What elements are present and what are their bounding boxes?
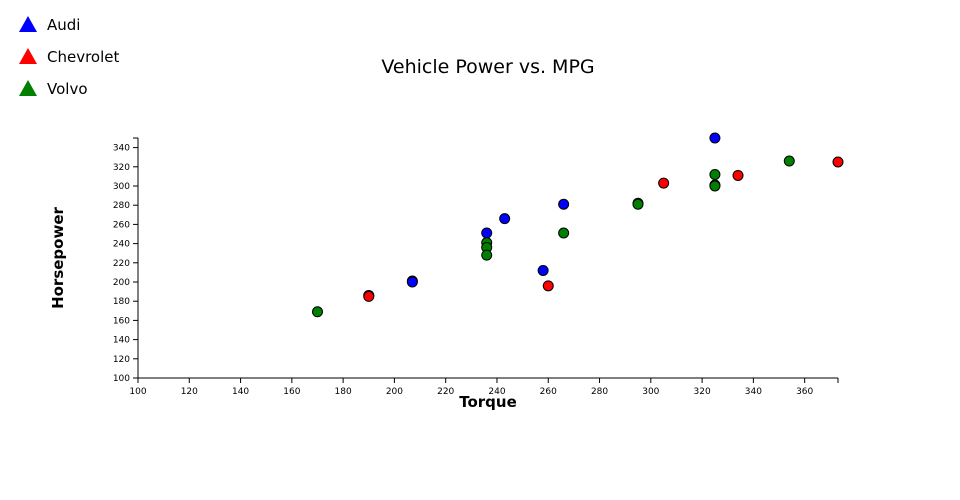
- data-point: [709, 168, 721, 180]
- x-tick-label: 320: [694, 387, 711, 397]
- y-tick-label: 240: [113, 240, 130, 250]
- y-tick-label: 320: [113, 163, 130, 173]
- legend-item: Chevrolet: [19, 48, 119, 66]
- data-point: [709, 180, 721, 192]
- data-point: [658, 177, 670, 189]
- legend-triangle-icon: [19, 80, 37, 96]
- x-tick-label: 200: [386, 387, 403, 397]
- x-tick-label: 120: [181, 387, 198, 397]
- y-tick-label: 180: [113, 297, 130, 307]
- y-axis-ticks: 100 120 140 160 180 200 220 240 260 280 300 320 340: [113, 137, 138, 384]
- y-tick-label: 100: [113, 374, 130, 384]
- data-point: [632, 198, 644, 210]
- data-point: [406, 276, 418, 288]
- x-axis-title: Torque: [459, 393, 517, 411]
- data-point: [311, 306, 323, 318]
- x-tick-label: 140: [232, 387, 249, 397]
- x-tick-label: 100: [129, 387, 146, 397]
- x-tick-label: 260: [540, 387, 557, 397]
- data-point: [709, 132, 721, 144]
- x-tick-label: 280: [591, 387, 608, 397]
- legend-label: Audi: [47, 16, 80, 34]
- data-point: [363, 290, 375, 302]
- legend-triangle-icon: [19, 48, 37, 64]
- x-tick-label: 340: [745, 387, 762, 397]
- legend-label: Chevrolet: [47, 48, 119, 66]
- axes: 100 120 140 160 180 200 220 240 260 280 300 320 340 3…: [113, 137, 839, 397]
- x-tick-label: 160: [283, 387, 300, 397]
- y-tick-label: 120: [113, 355, 130, 365]
- x-axis-ticks: 100 120 140 160 180 200 220 240 260 280 300 320 340 3…: [129, 378, 839, 397]
- y-tick-label: 160: [113, 316, 130, 326]
- x-tick-label: 300: [642, 387, 659, 397]
- data-point: [558, 227, 570, 239]
- legend: Audi Chevrolet Volvo: [19, 16, 119, 98]
- data-point: [481, 249, 493, 261]
- y-tick-label: 140: [113, 336, 130, 346]
- legend-item: Volvo: [19, 80, 88, 98]
- data-point: [499, 213, 511, 225]
- y-tick-label: 260: [113, 220, 130, 230]
- data-point: [783, 155, 795, 167]
- y-tick-label: 300: [113, 182, 130, 192]
- data-point: [537, 264, 549, 276]
- data-points: [311, 132, 844, 318]
- data-point: [481, 227, 493, 239]
- legend-label: Volvo: [47, 80, 88, 98]
- x-tick-label: 220: [437, 387, 454, 397]
- data-point: [542, 280, 554, 292]
- y-tick-label: 280: [113, 201, 130, 211]
- y-axis-title: Horsepower: [49, 206, 67, 308]
- data-point: [832, 156, 844, 168]
- y-tick-label: 200: [113, 278, 130, 288]
- y-tick-label: 220: [113, 259, 130, 269]
- x-tick-label: 360: [796, 387, 813, 397]
- x-tick-label: 240: [488, 387, 505, 397]
- data-point: [558, 198, 570, 210]
- data-point: [732, 169, 744, 181]
- x-tick-label: 180: [335, 387, 352, 397]
- legend-triangle-icon: [19, 16, 37, 32]
- chart-title: Vehicle Power vs. MPG: [381, 56, 594, 78]
- legend-item: Audi: [19, 16, 80, 34]
- y-tick-label: 340: [113, 144, 130, 154]
